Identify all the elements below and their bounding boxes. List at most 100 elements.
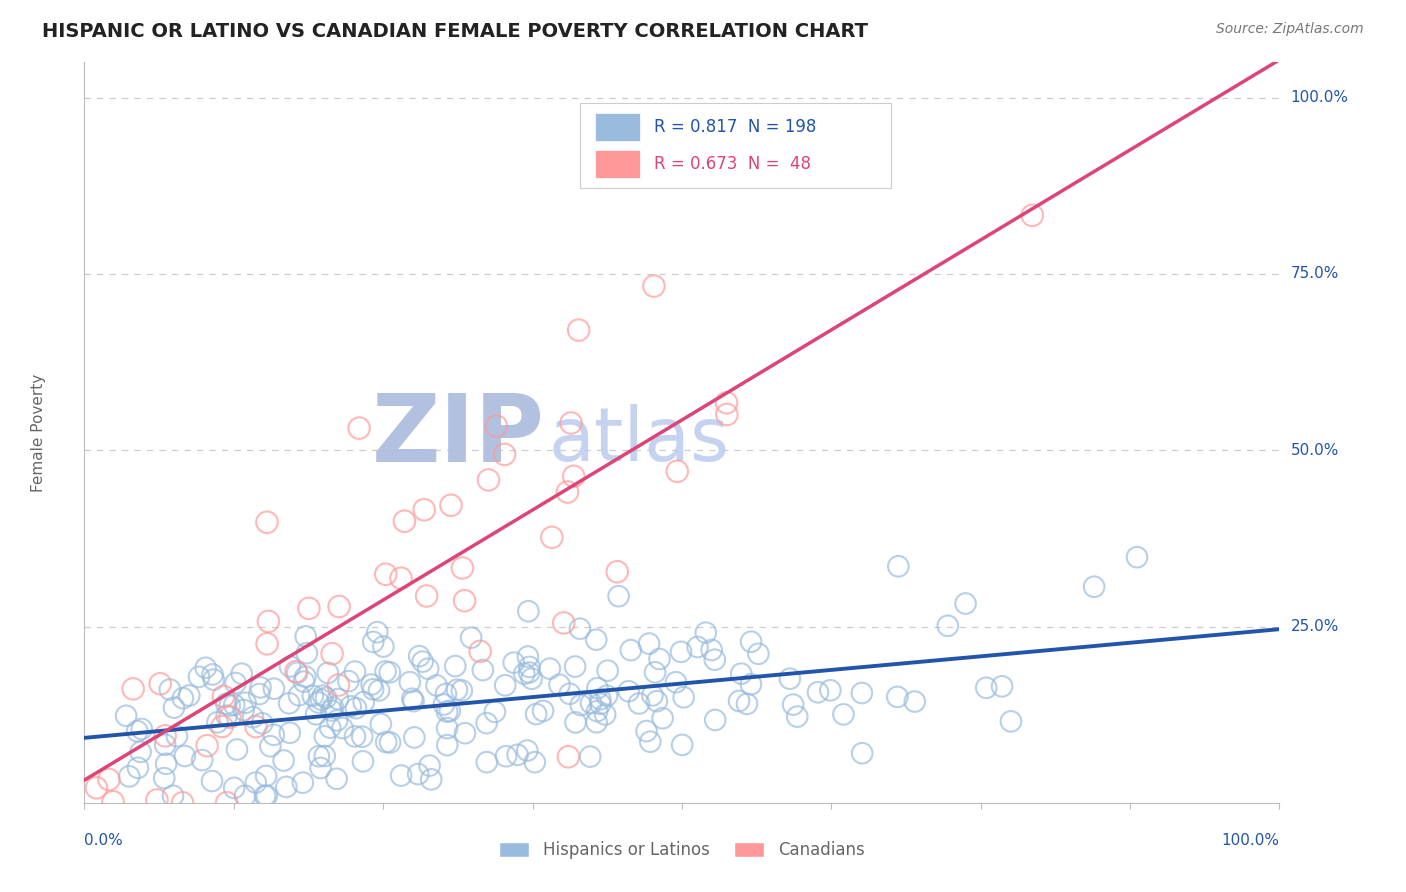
Point — [254, 769, 277, 783]
Point — [153, 738, 176, 752]
Point — [263, 681, 285, 696]
Point — [361, 635, 384, 649]
Point — [495, 749, 517, 764]
Text: Female Poverty: Female Poverty — [31, 374, 46, 491]
Point — [309, 761, 332, 775]
Point — [211, 719, 233, 733]
Point — [516, 649, 538, 664]
Point — [321, 647, 343, 661]
Text: 100.0%: 100.0% — [1291, 90, 1348, 105]
Point — [337, 674, 360, 689]
Point — [564, 715, 586, 730]
Point — [820, 683, 842, 698]
Point — [172, 796, 194, 810]
Point — [319, 721, 342, 735]
Point — [1000, 714, 1022, 729]
Point — [368, 683, 391, 698]
Point — [586, 681, 609, 696]
Point — [291, 775, 314, 789]
Point — [436, 738, 458, 752]
Point — [832, 707, 855, 722]
Point — [638, 637, 661, 651]
Point — [671, 738, 693, 752]
Point — [224, 676, 246, 690]
Point — [173, 749, 195, 764]
Point — [343, 730, 366, 744]
Point — [249, 681, 271, 695]
Point — [212, 690, 235, 704]
Point — [415, 589, 437, 603]
Point — [606, 565, 628, 579]
Point — [374, 665, 396, 679]
Point — [585, 715, 607, 730]
Point — [596, 664, 619, 678]
Point — [454, 726, 477, 740]
Point — [215, 708, 238, 723]
Point — [468, 644, 491, 658]
Point — [201, 667, 224, 681]
Point — [936, 619, 959, 633]
Point — [162, 789, 184, 803]
Point — [704, 713, 727, 727]
Point — [519, 660, 541, 674]
Point — [517, 665, 540, 680]
Point — [524, 707, 547, 722]
Point — [513, 666, 536, 681]
Text: 0.0%: 0.0% — [84, 833, 124, 848]
Point — [250, 716, 273, 731]
Point — [716, 408, 738, 422]
Point — [375, 735, 398, 749]
Text: R = 0.673  N =  48: R = 0.673 N = 48 — [654, 155, 811, 173]
Point — [436, 721, 458, 735]
FancyBboxPatch shape — [595, 112, 640, 141]
FancyBboxPatch shape — [595, 150, 640, 178]
Point — [807, 685, 830, 699]
Point — [560, 416, 582, 430]
Point — [314, 749, 336, 764]
Point — [586, 704, 609, 718]
Point — [540, 530, 562, 544]
Point — [153, 729, 176, 743]
Point — [886, 690, 908, 704]
Point — [669, 645, 692, 659]
Point — [294, 670, 316, 684]
Point — [562, 469, 585, 483]
Point — [308, 749, 330, 764]
Point — [301, 689, 323, 703]
Point — [904, 695, 927, 709]
Point — [782, 698, 804, 712]
Point — [475, 755, 498, 769]
Point — [475, 716, 498, 731]
Point — [166, 729, 188, 743]
Point — [665, 675, 688, 690]
Point — [352, 730, 374, 744]
Point — [557, 749, 579, 764]
Point — [224, 780, 246, 795]
Point — [569, 698, 592, 712]
Point — [494, 447, 516, 461]
Point — [314, 730, 336, 744]
Point — [191, 753, 214, 767]
Point — [425, 678, 447, 692]
Point — [155, 756, 177, 771]
Point — [309, 692, 332, 706]
Point — [292, 674, 315, 689]
Point — [517, 604, 540, 618]
FancyBboxPatch shape — [581, 103, 891, 188]
Point — [553, 615, 575, 630]
Point — [589, 692, 612, 706]
Point — [288, 688, 311, 702]
Text: Source: ZipAtlas.com: Source: ZipAtlas.com — [1216, 22, 1364, 37]
Point — [316, 665, 339, 680]
Point — [308, 696, 330, 710]
Point — [378, 665, 401, 680]
Point — [118, 769, 141, 783]
Point — [233, 789, 256, 803]
Text: 25.0%: 25.0% — [1291, 619, 1339, 634]
Point — [520, 672, 543, 686]
Point — [215, 796, 238, 810]
Point — [159, 682, 181, 697]
Point — [786, 709, 808, 723]
Point — [284, 665, 307, 679]
Point — [700, 643, 723, 657]
